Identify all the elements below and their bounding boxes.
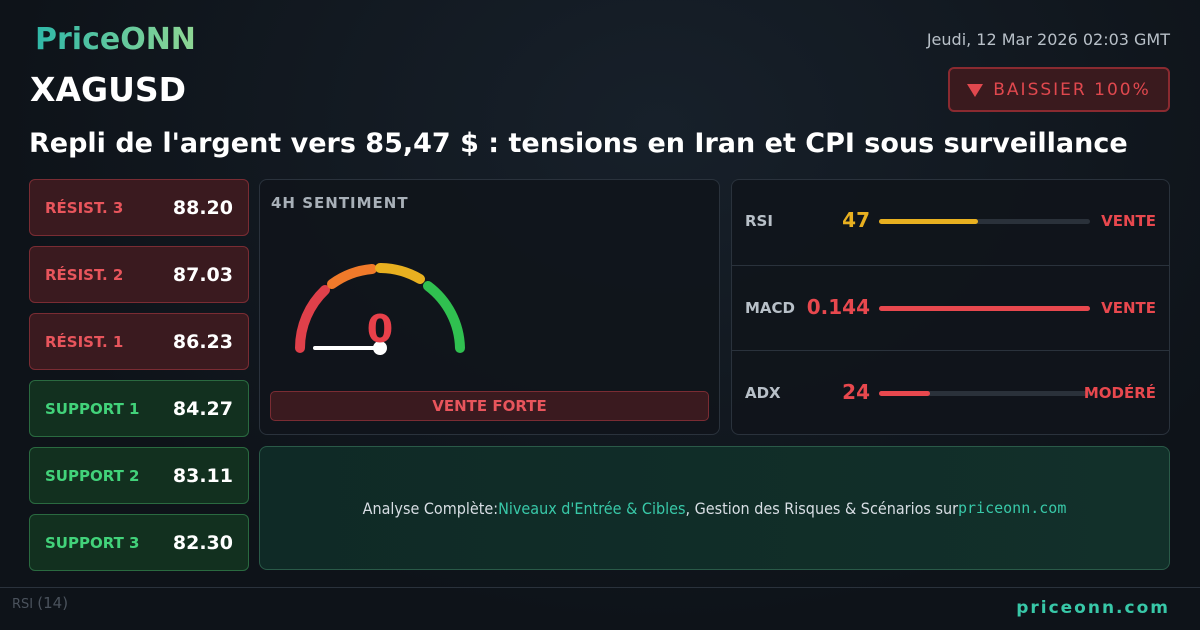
indicator-value: 0.144	[806, 294, 870, 319]
indicator-name: RSI	[745, 212, 773, 230]
cta-link[interactable]: Niveaux d'Entrée & Cibles	[498, 498, 686, 518]
cta-middle: , Gestion des Risques & Scénarios sur	[685, 498, 958, 518]
verdict: VENTE FORTE	[270, 391, 709, 421]
bg-name: RSI	[12, 597, 34, 612]
trend-badge: BAISSIER 100%	[948, 67, 1170, 112]
indicator-track	[879, 391, 1090, 396]
level-box: RÉSIST. 3 88.20	[29, 179, 249, 236]
bg-period: (14)	[37, 594, 69, 612]
indicator-value: 24	[842, 380, 870, 404]
down-arrow	[967, 83, 984, 97]
gauge-arc	[423, 281, 465, 353]
level-value: 84.27	[172, 397, 233, 420]
level-value: 88.20	[172, 196, 233, 219]
level-value: 86.23	[172, 330, 233, 353]
headline: Repli de l'argent vers 85,47 $ : tension…	[29, 128, 1128, 159]
indicator-signal: MODÉRÉ	[1083, 384, 1156, 402]
level-box: SUPPORT 3 82.30	[29, 514, 249, 571]
gauge-value: 0	[367, 307, 393, 351]
level-value: 82.30	[172, 531, 233, 554]
cta: Analyse Complète: Niveaux d'Entrée & Cib…	[259, 446, 1170, 570]
cta-site[interactable]: priceonn.com	[957, 499, 1067, 517]
divider	[0, 587, 1200, 588]
indicator-track	[879, 305, 1090, 311]
level-label: SUPPORT 2	[45, 466, 140, 485]
gauge: 0	[295, 263, 465, 355]
gauge-arc	[375, 263, 425, 284]
indicator-track	[879, 219, 1090, 224]
gauge-arc	[295, 285, 330, 353]
level-label: SUPPORT 3	[45, 533, 140, 552]
symbol: XAGUSD	[30, 70, 187, 109]
gauge-hub	[373, 341, 387, 355]
indicator-bar	[879, 391, 930, 396]
level-label: RÉSIST. 3	[45, 198, 124, 217]
level-box: SUPPORT 2 83.11	[29, 447, 249, 504]
date: Jeudi, 12 Mar 2026 02:03 GMT	[926, 30, 1170, 49]
indicator-name: ADX	[745, 384, 781, 402]
badge-text: BAISSIER 100%	[993, 79, 1151, 100]
cta-prefix: Analyse Complète:	[362, 498, 499, 518]
level-box: SUPPORT 1 84.27	[29, 380, 249, 437]
level-label: SUPPORT 1	[45, 399, 140, 418]
level-label: RÉSIST. 1	[45, 332, 124, 351]
indicator-bar	[879, 219, 979, 224]
indicator-bar	[879, 305, 1090, 311]
indicator-signal: VENTE	[1101, 298, 1156, 317]
gauge-arc	[327, 264, 377, 289]
level-value: 87.03	[172, 263, 233, 286]
indicator-row: ADX 24 MODÉRÉ	[731, 350, 1170, 435]
sentiment-title: 4H SENTIMENT	[271, 194, 409, 212]
level-box: RÉSIST. 2 87.03	[29, 246, 249, 303]
indicator-signal: VENTE	[1101, 212, 1156, 230]
indicator-row: RSI 47 VENTE	[731, 179, 1170, 264]
logo: PriceONN	[35, 22, 196, 57]
footer-site[interactable]: priceonn.com	[1016, 598, 1170, 618]
level-value: 83.11	[172, 464, 233, 487]
background-label: RSI (14)	[12, 594, 68, 612]
indicator-value: 47	[842, 208, 870, 232]
level-label: RÉSIST. 2	[45, 265, 124, 284]
indicator-row: MACD 0.144 VENTE	[731, 264, 1170, 350]
level-box: RÉSIST. 1 86.23	[29, 313, 249, 370]
indicator-name: MACD	[745, 298, 795, 317]
